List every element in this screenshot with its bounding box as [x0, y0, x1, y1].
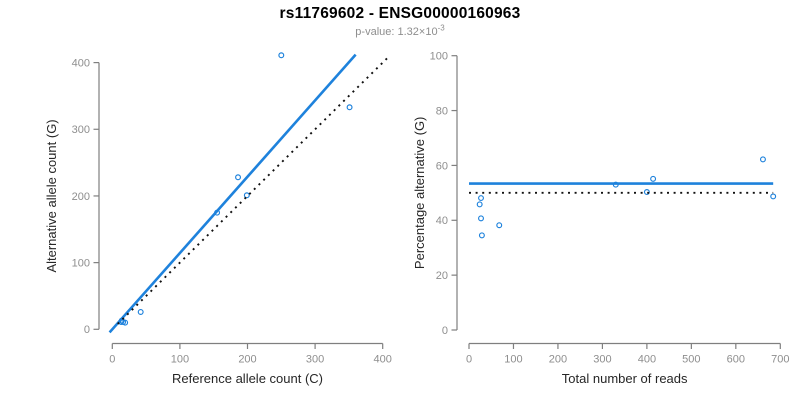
data-point	[346, 104, 353, 111]
data-point	[478, 232, 485, 239]
y-tick-label: 100	[430, 51, 448, 63]
x-tick-label: 100	[171, 354, 189, 366]
x-axis-title: Reference allele count (C)	[172, 371, 323, 386]
panel-left: 0 100 200 300 400 0 100 200 300 400 Reference alle…	[44, 52, 392, 386]
y-tick-label: 400	[72, 57, 90, 69]
pvalue-exponent: -3	[437, 23, 445, 33]
identity-line	[117, 56, 389, 325]
y-tick-label: 60	[436, 160, 448, 172]
x-tick-label: 400	[638, 354, 656, 366]
data-point	[137, 308, 144, 315]
data-point	[759, 156, 766, 163]
x-tick-label: 200	[238, 354, 256, 366]
y-tick-label: 200	[72, 191, 90, 203]
x-tick-label: 0	[109, 354, 115, 366]
data-point	[122, 319, 129, 326]
y-axis-title: Alternative allele count (G)	[44, 119, 59, 272]
y-tick-label: 300	[72, 124, 90, 136]
x-tick-label: 100	[504, 354, 522, 366]
figure-title: rs11769602 - ENSG00000160963	[279, 5, 521, 22]
y-tick-label: 80	[436, 105, 448, 117]
y-tick-label: 100	[72, 257, 90, 269]
x-tick-label: 300	[593, 354, 611, 366]
x-tick-label: 400	[374, 354, 392, 366]
x-tick-label: 600	[727, 354, 745, 366]
data-point	[496, 222, 503, 229]
x-tick-label: 700	[771, 354, 789, 366]
pvalue-mantissa: 1.32×10	[397, 26, 438, 38]
data-point	[476, 201, 483, 208]
pvalue-label: p-value:	[355, 26, 398, 38]
figure-subtitle: p-value: 1.32×10-3	[0, 23, 800, 38]
data-point	[650, 175, 657, 182]
data-point	[478, 215, 484, 222]
x-axis-title: Total number of reads	[562, 371, 688, 386]
data-point	[478, 195, 484, 202]
fit-line	[108, 53, 357, 334]
data-point	[643, 189, 650, 196]
data-point	[770, 193, 777, 200]
data-point	[278, 52, 285, 59]
y-tick-label: 40	[436, 215, 448, 227]
y-axis-title: Percentage alternative (G)	[412, 117, 427, 269]
panel-right: 0 20 40 60 80 100 0 100 200 300 400 500 600 700 Total …	[412, 51, 789, 386]
data-point	[243, 192, 250, 199]
data-point	[235, 174, 242, 181]
x-tick-label: 200	[549, 354, 567, 366]
x-tick-label: 500	[682, 354, 700, 366]
y-tick-label: 20	[436, 270, 448, 282]
x-tick-label: 0	[466, 354, 472, 366]
y-tick-label: 0	[442, 325, 448, 337]
y-tick-label: 0	[84, 324, 90, 336]
x-tick-label: 300	[306, 354, 324, 366]
